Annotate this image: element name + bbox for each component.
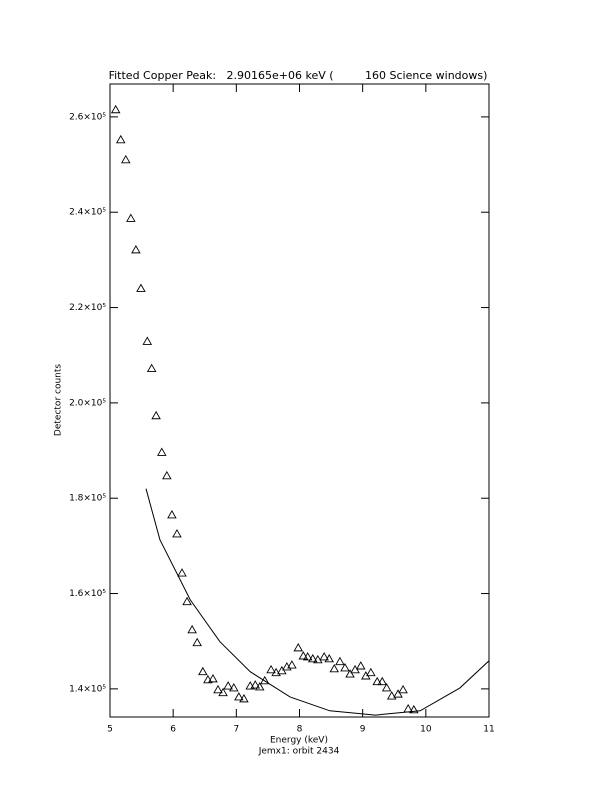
data-point (121, 154, 131, 164)
data-point (162, 470, 172, 480)
data-point (213, 684, 223, 694)
data-point (266, 664, 276, 674)
y-tick-label: 2.4×10⁵ (69, 208, 106, 218)
data-point (259, 675, 270, 685)
data-point (271, 667, 281, 677)
data-point (366, 667, 376, 677)
data-point (126, 213, 136, 222)
data-point (234, 692, 244, 701)
data-point (142, 336, 153, 345)
data-point (298, 651, 309, 660)
x-tick-label: 11 (483, 725, 494, 735)
data-point (335, 656, 345, 666)
y-tick-label: 1.4×10⁵ (69, 684, 106, 694)
data-point (229, 683, 239, 692)
plot-area (110, 104, 489, 716)
x-tick-label: 6 (170, 725, 176, 735)
data-point (386, 691, 397, 700)
data-point (313, 654, 323, 664)
x-tick-label: 7 (233, 725, 239, 735)
data-point (372, 676, 382, 686)
data-point (136, 283, 146, 292)
data-point (287, 660, 297, 669)
data-point (115, 134, 126, 144)
chart-title: Fitted Copper Peak: 2.90165e+06 keV ( 16… (109, 69, 488, 82)
y-axis-label: Detector counts (54, 364, 64, 436)
data-point (381, 683, 392, 692)
data-point (131, 244, 141, 254)
y-tick-label: 1.8×10⁵ (69, 494, 106, 504)
data-point (409, 704, 419, 714)
fit-curve (145, 488, 489, 716)
y-tick-label: 2.0×10⁵ (69, 398, 106, 408)
data-point (393, 689, 403, 698)
x-tick-label: 10 (420, 725, 432, 735)
x-axis-label: Energy (keV) (270, 736, 328, 746)
data-point (198, 666, 208, 676)
data-point (239, 693, 249, 703)
data-point (398, 684, 408, 694)
y-tick-label: 2.2×10⁵ (69, 303, 106, 313)
data-point (187, 624, 197, 634)
data-point (319, 652, 329, 661)
data-point (340, 662, 350, 672)
data-point (172, 529, 182, 538)
x-tick-label: 5 (107, 725, 113, 735)
data-point (223, 681, 233, 690)
y-tick-label: 1.6×10⁵ (69, 589, 106, 599)
data-point (167, 509, 177, 519)
data-point (293, 642, 304, 652)
data-point (254, 682, 265, 691)
data-point (302, 652, 313, 661)
data-point (151, 410, 161, 420)
x-tick-label: 9 (360, 725, 366, 735)
footer: Jemx1: orbit 2434 (258, 747, 340, 757)
data-point (157, 447, 167, 456)
data-point (177, 568, 187, 577)
data-point (146, 363, 157, 373)
data-point (329, 663, 340, 673)
data-point (250, 680, 261, 689)
data-point (345, 669, 355, 678)
data-point (182, 596, 192, 606)
data-point (377, 676, 388, 686)
y-tick-label: 2.6×10⁵ (69, 112, 106, 122)
data-point (218, 687, 228, 697)
data-point (208, 673, 218, 683)
data-point (110, 104, 121, 114)
data-point (192, 637, 202, 647)
data-point (355, 661, 366, 670)
data-point (307, 653, 318, 663)
x-tick-label: 8 (297, 725, 303, 735)
data-point (324, 653, 334, 663)
